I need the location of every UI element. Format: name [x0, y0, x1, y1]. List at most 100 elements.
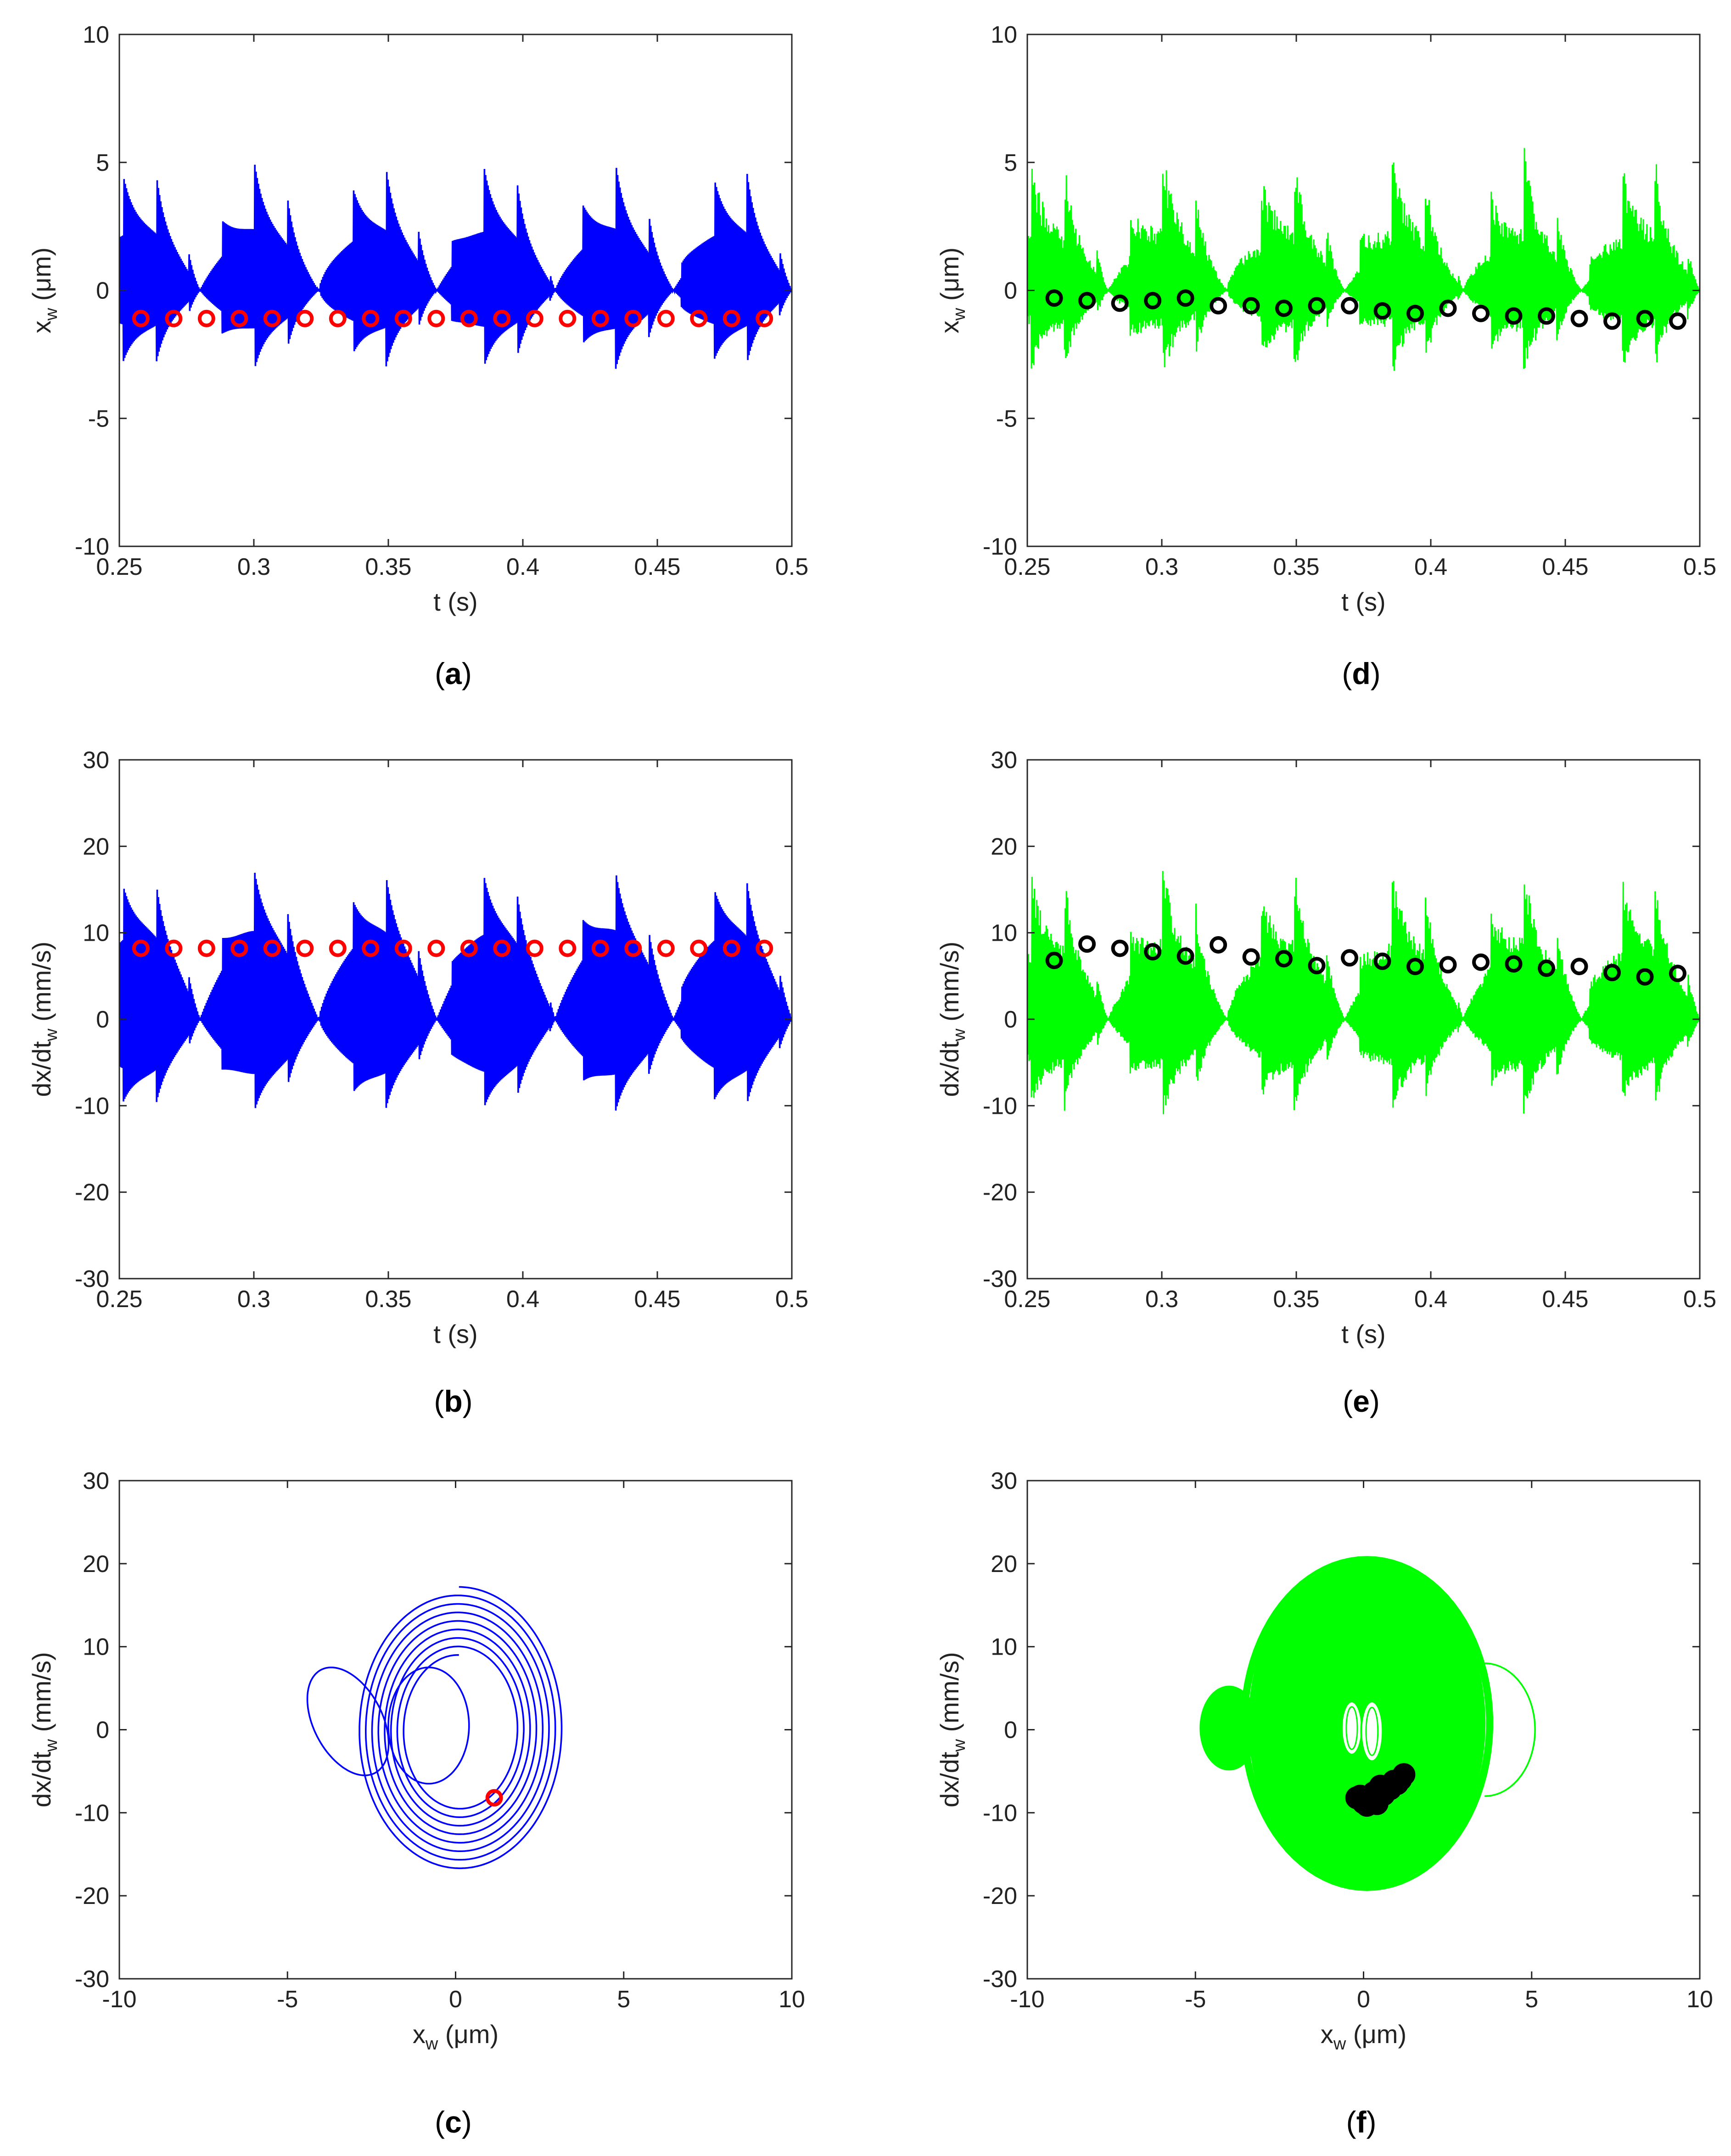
data-marker — [1406, 304, 1424, 322]
data-marker — [1636, 968, 1654, 986]
x-tick-label: 0.35 — [1273, 1286, 1319, 1313]
series-inner-loop — [1365, 1707, 1379, 1756]
x-axis-label: xw (μm) — [1321, 2020, 1406, 2054]
series-inner-loop — [1340, 1701, 1363, 1756]
x-tick-label: 0.3 — [1145, 1286, 1178, 1313]
data-marker — [296, 939, 314, 957]
y-tick-label: -20 — [983, 1179, 1017, 1206]
y-tick-label: -20 — [983, 1883, 1017, 1909]
data-marker — [723, 939, 740, 957]
data-marker — [1406, 958, 1424, 976]
data-marker — [526, 309, 543, 327]
series-line — [1027, 148, 1700, 371]
data-marker — [1176, 947, 1194, 965]
y-tick-label: 10 — [991, 22, 1017, 48]
panel-caption: (f) — [1346, 2105, 1377, 2139]
data-marker — [132, 309, 150, 327]
data-marker — [1570, 309, 1588, 327]
x-tick-label: 0.5 — [1683, 1286, 1716, 1313]
data-marker — [1242, 297, 1260, 314]
x-tick-label: 0.4 — [1414, 1286, 1447, 1313]
x-tick-label: 0.5 — [775, 554, 808, 580]
y-tick-label: -20 — [75, 1883, 109, 1909]
x-tick-label: -10 — [102, 1986, 136, 2013]
y-tick-label: -10 — [75, 533, 109, 560]
data-marker — [493, 309, 511, 327]
panel-caption: (b) — [434, 1384, 472, 1418]
data-marker — [427, 939, 445, 957]
series-lobe — [306, 1667, 390, 1776]
y-tick-label: 0 — [96, 278, 109, 304]
data-marker — [1308, 297, 1326, 314]
y-tick-label: -10 — [75, 1800, 109, 1826]
panel-b: 0.25 0.3 0.35 0.4 0.45 0.5 -30 -20 -10 0 10 20 30 t (… — [27, 747, 808, 1418]
data-marker — [197, 939, 215, 957]
x-tick-label: 0.25 — [1004, 554, 1050, 580]
series-line — [1027, 870, 1700, 1114]
x-tick-label: -5 — [1185, 1986, 1206, 2013]
x-tick-label: 10 — [1686, 1986, 1713, 2013]
data-marker — [1144, 943, 1162, 961]
data-marker — [1355, 1794, 1378, 1817]
series-line — [1240, 1556, 1493, 1891]
data-marker — [1669, 312, 1686, 330]
y-tick-label: 30 — [83, 1468, 109, 1494]
data-marker — [1389, 1768, 1412, 1791]
data-marker — [427, 309, 445, 327]
data-marker — [1341, 297, 1358, 314]
data-marker — [1111, 939, 1129, 957]
data-marker — [1078, 935, 1096, 953]
data-marker — [756, 309, 773, 327]
x-tick-label: 0.45 — [1542, 554, 1588, 580]
data-marker — [591, 309, 609, 327]
y-axis-label: xw (μm) — [935, 247, 969, 333]
data-marker — [1373, 952, 1391, 970]
data-marker — [1472, 304, 1490, 322]
series-inner-loop — [1360, 1701, 1384, 1763]
y-tick-label: 20 — [83, 833, 109, 860]
y-tick-label: 30 — [83, 747, 109, 774]
y-tick-label: 0 — [1004, 1717, 1017, 1744]
data-marker — [1210, 297, 1227, 314]
x-axis-label: t (s) — [433, 1319, 477, 1348]
y-tick-label: 5 — [1004, 150, 1017, 176]
data-marker — [296, 309, 314, 327]
data-marker — [1603, 964, 1621, 982]
x-tick-label: 5 — [617, 1986, 630, 2013]
x-tick-label: 0.4 — [506, 554, 539, 580]
y-tick-label: -30 — [983, 1266, 1017, 1292]
data-marker — [559, 939, 577, 957]
x-tick-label: -10 — [1010, 1986, 1044, 2013]
x-tick-label: 0.3 — [1145, 554, 1178, 580]
x-tick-label: 0.45 — [1542, 1286, 1588, 1313]
series-line — [119, 164, 792, 369]
x-tick-label: 0.35 — [1273, 554, 1319, 580]
data-marker — [1570, 958, 1588, 976]
y-tick-label: 10 — [83, 920, 109, 947]
x-tick-label: 0.3 — [237, 554, 270, 580]
data-marker — [493, 939, 511, 957]
data-marker — [1275, 950, 1293, 968]
y-tick-label: -5 — [996, 405, 1017, 432]
panel-e: 0.25 0.3 0.35 0.4 0.45 0.5 -30 -20 -10 0 10 20 30 t (… — [935, 747, 1716, 1418]
series-right-lobe — [1485, 1662, 1536, 1797]
y-axis-label: xw (μm) — [27, 247, 61, 333]
x-tick-label: 0.45 — [634, 554, 680, 580]
y-tick-label: -10 — [983, 533, 1017, 560]
data-marker — [1242, 948, 1260, 966]
data-marker — [1505, 307, 1523, 325]
data-marker — [591, 939, 609, 957]
data-marker — [1439, 299, 1457, 317]
data-marker — [132, 939, 150, 957]
x-axis-label: t (s) — [1341, 587, 1385, 616]
data-marker — [394, 309, 412, 327]
data-marker — [1045, 289, 1063, 307]
data-marker — [657, 309, 675, 327]
data-marker — [1308, 957, 1326, 975]
x-axis-label: t (s) — [433, 587, 477, 616]
data-marker — [165, 309, 183, 327]
data-marker — [624, 309, 642, 327]
data-marker — [460, 939, 478, 957]
y-axis-label: dx/dtw (mm/s) — [27, 1652, 61, 1808]
